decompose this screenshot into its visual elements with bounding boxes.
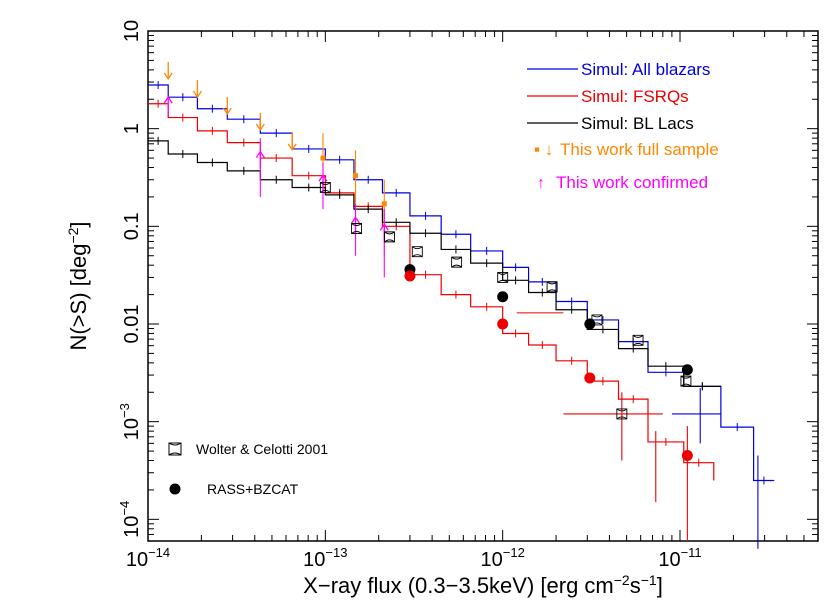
rass-point-black	[497, 291, 509, 303]
legend-label-wolter: Wolter & Celotti 2001	[196, 441, 328, 457]
legend-rass-marker	[169, 483, 181, 495]
legend-label-bll: Simul: BL Lacs	[581, 114, 694, 133]
legend-label-all: Simul: All blazars	[581, 60, 710, 79]
legend-label-full: This work full sample	[560, 140, 719, 159]
y-tick-label: 0.1	[121, 212, 143, 240]
legend-wolter-marker	[168, 442, 182, 456]
wolter-point	[632, 334, 644, 346]
wolter-point	[546, 281, 558, 293]
confirmed-upper-limit-head	[163, 95, 173, 104]
x-tick-label: 10−11	[658, 545, 701, 571]
confirmed-point-arrow-head	[379, 223, 389, 231]
rass-point-red	[681, 450, 693, 462]
legend-label-fsrq: Simul: FSRQs	[581, 87, 689, 106]
confirmed-point-arrow-head	[350, 216, 361, 224]
y-axis-label: N(>S) [deg−2]	[65, 221, 91, 350]
y-tick-label: 0.01	[121, 305, 143, 344]
plot-frame	[147, 30, 819, 542]
y-tick-label: 10	[121, 20, 143, 42]
wolter-point	[680, 375, 692, 387]
wolter-point	[616, 408, 628, 420]
rass-point-red	[584, 372, 596, 384]
wolter-point	[319, 182, 331, 193]
legend: Simul: All blazars Simul: FSRQs Simul: B…	[527, 60, 719, 192]
points-layer	[163, 61, 759, 549]
y-tick-label: 10−3	[117, 403, 143, 440]
confirmed-point-arrow-head	[255, 150, 265, 159]
ticks-layer: 10−14 10−13 10−12 10−11 10 1 0.1 0.01 10−3 10−4	[117, 20, 819, 571]
full-sample-point	[381, 201, 387, 207]
full-sample-upper-limit-head	[163, 72, 173, 81]
rass-point-red	[404, 270, 416, 282]
rass-point-black	[584, 318, 596, 330]
wolter-point	[497, 271, 509, 283]
full-sample-point	[353, 173, 359, 179]
full-sample-upper-limit-head	[255, 123, 265, 132]
wolter-point	[384, 231, 395, 243]
wolter-point	[351, 223, 363, 234]
series-line-fsrq	[148, 103, 715, 481]
y-tick-label: 1	[121, 123, 143, 134]
series-layer	[148, 80, 775, 485]
legend-marks-full: ▪ ↓	[534, 140, 553, 159]
full-sample-point	[320, 155, 326, 161]
legend-label-rass: RASS+BZCAT	[207, 481, 299, 497]
x-tick-label: 10−13	[303, 545, 347, 571]
confirmed-point-arrow-head	[318, 174, 328, 182]
full-sample-upper-limit-head	[192, 90, 202, 99]
x-tick-label: 10−14	[126, 545, 170, 571]
wolter-point	[451, 256, 463, 268]
y-tick-label: 10−4	[117, 501, 143, 538]
full-sample-upper-limit-head	[222, 107, 232, 116]
wolter-point	[411, 246, 423, 258]
x-axis-label: X−ray flux (0.3−3.5keV) [erg cm−2s−1]	[303, 572, 663, 598]
x-tick-label: 10−12	[481, 545, 525, 571]
rass-point-black	[681, 364, 693, 376]
legend-label-confirmed: This work confirmed	[556, 173, 708, 192]
legend-mark-confirmed: ↑	[537, 175, 545, 192]
rass-point-red	[497, 318, 509, 330]
legend-lower: Wolter & Celotti 2001 RASS+BZCAT	[168, 441, 328, 497]
full-sample-upper-limit-head	[287, 143, 297, 152]
